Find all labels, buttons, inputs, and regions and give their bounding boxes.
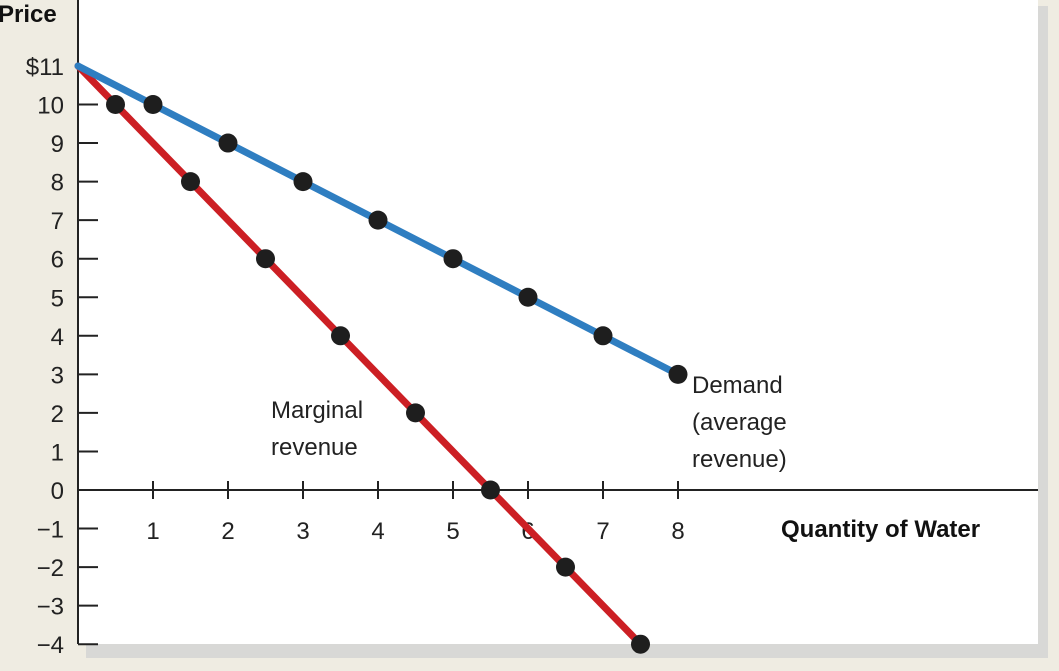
x-axis-label: Quantity of Water <box>781 516 980 543</box>
y-tick-label: 8 <box>51 170 64 197</box>
x-tick-label: 3 <box>296 518 309 545</box>
y-axis-label: Price <box>0 1 57 28</box>
marginal-revenue-line <box>74 62 644 648</box>
demand-label: (average <box>692 409 787 436</box>
y-tick-label: 3 <box>51 362 64 389</box>
marginal-revenue-point <box>106 95 125 114</box>
y-tick-label: 1 <box>51 439 64 466</box>
y-tick-label: 7 <box>51 208 64 235</box>
marginal-revenue-point <box>256 249 275 269</box>
x-tick-label: 2 <box>221 518 234 545</box>
marginal-revenue-point <box>406 403 425 423</box>
demand-point <box>518 287 538 307</box>
y-tick-label: −4 <box>37 632 64 659</box>
y-tick-label: −2 <box>37 555 64 582</box>
marginal-revenue-point <box>181 172 200 192</box>
plot-area <box>78 0 1038 644</box>
y-tick-label: −3 <box>37 594 64 621</box>
demand-label: Demand <box>692 372 783 399</box>
y-tick-label: 5 <box>51 285 64 312</box>
x-tick-label: 7 <box>596 518 609 545</box>
marginal-revenue-point <box>556 557 575 577</box>
y-tick-label: 10 <box>37 93 64 120</box>
x-tick-label: 1 <box>146 518 159 545</box>
y-tick-label: 9 <box>51 131 64 158</box>
demand-point <box>368 210 388 230</box>
x-tick-label: 4 <box>371 518 384 545</box>
marginal-revenue-label: Marginal <box>271 397 363 424</box>
marginal-revenue-point <box>331 326 350 346</box>
x-tick-label: 5 <box>446 518 459 545</box>
demand-point <box>218 133 238 153</box>
y-tick-label: −1 <box>37 517 64 544</box>
demand-label: revenue) <box>692 446 787 473</box>
marginal-revenue-label: revenue <box>271 434 358 461</box>
y-tick-label: 2 <box>51 401 64 428</box>
demand-point <box>293 172 313 192</box>
demand-point <box>443 249 463 269</box>
demand-point <box>668 364 688 384</box>
x-tick-label: 8 <box>671 518 684 545</box>
y-tick-label: 0 <box>51 478 64 505</box>
y-tick-label: 4 <box>51 324 64 351</box>
marginal-revenue-point <box>631 634 650 654</box>
demand-point <box>143 95 163 114</box>
marginal-revenue-point <box>481 480 500 500</box>
y-tick-label: 6 <box>51 247 64 274</box>
demand-point <box>593 326 613 346</box>
y-tick-label: $11 <box>26 54 64 81</box>
